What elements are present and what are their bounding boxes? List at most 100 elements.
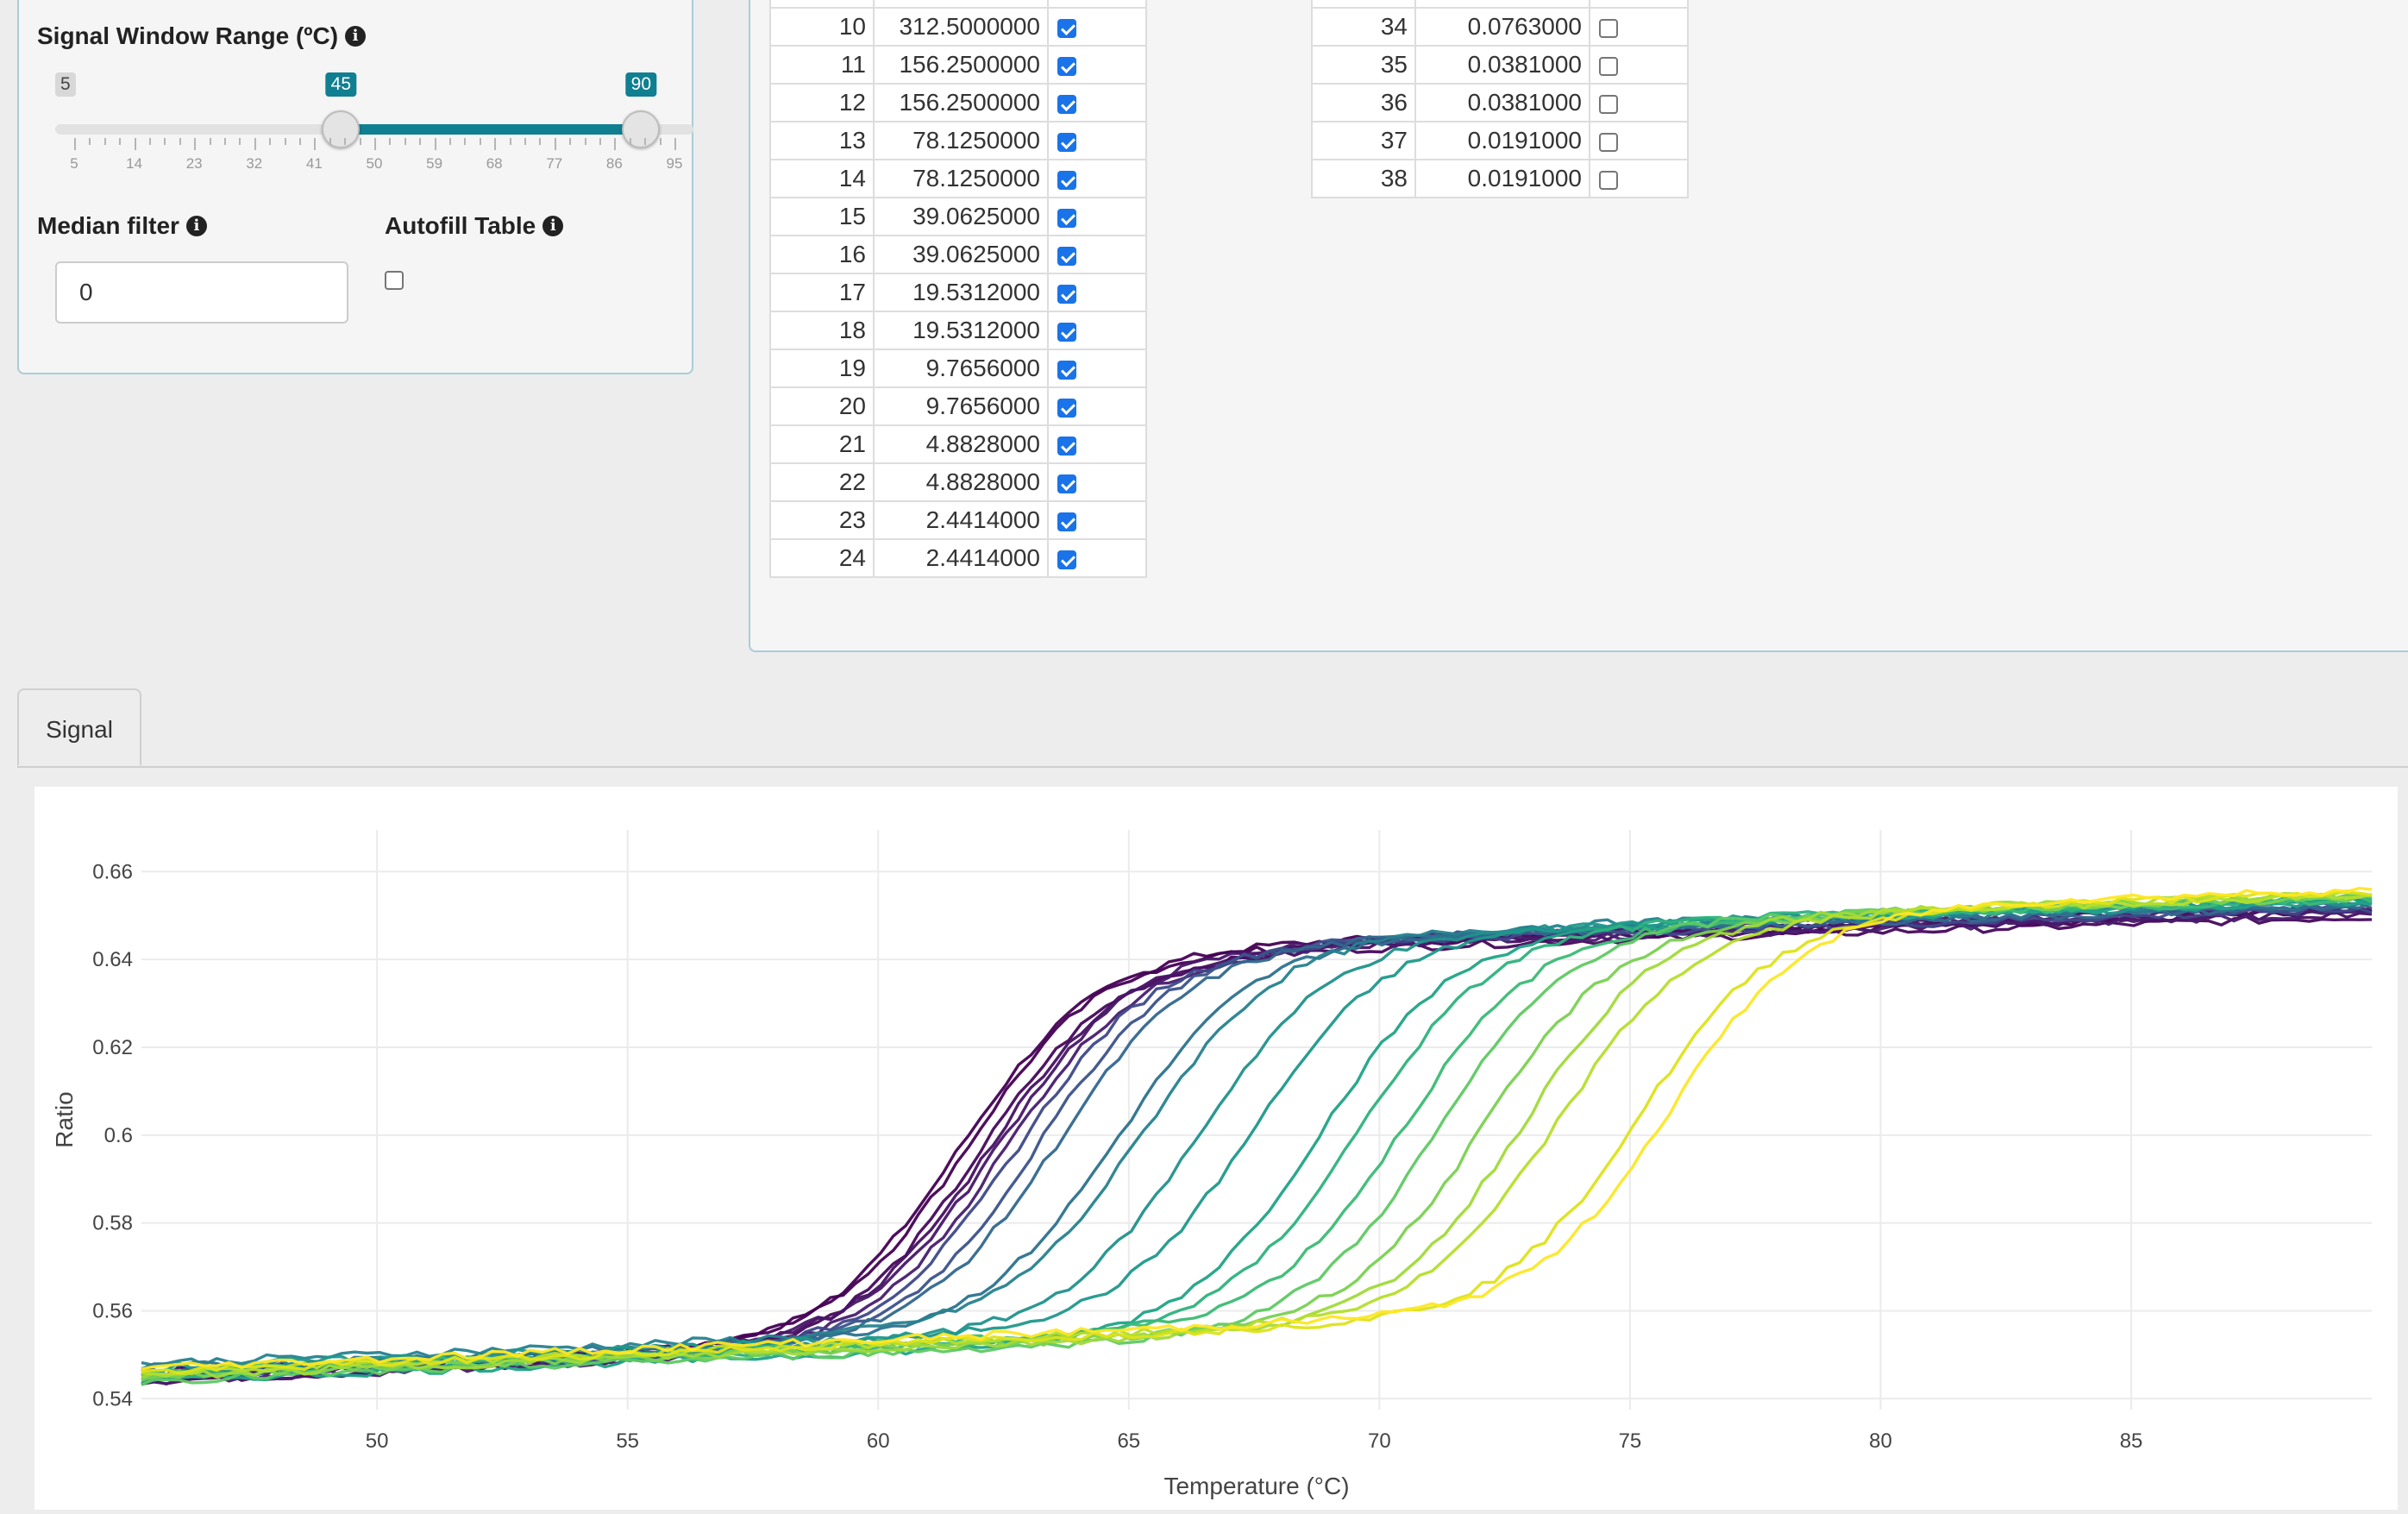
slider-minor-tick	[209, 138, 211, 145]
table-cell-value: 78.1250000	[873, 159, 1049, 198]
table-cell-select	[1047, 197, 1147, 236]
signal-window-range-slider[interactable]: 5 45 90 5 14 23 32 41 50 59 68 77 86 95	[55, 45, 693, 174]
table-cell-value: 19.5312000	[873, 273, 1049, 312]
signal-chart[interactable]: 50 55 60 65 70 75 80 85 0.54 0.56 0.58 0.6 0.62 0.64 0…	[34, 787, 2398, 1510]
slider-low-badge: 45	[325, 72, 357, 97]
table-cell-select	[1047, 45, 1147, 85]
slider-tick	[254, 138, 256, 150]
signal-chart-svg: 50 55 60 65 70 75 80 85 0.54 0.56 0.58 0.6 0.62 0.64 0…	[51, 830, 2373, 1499]
y-tick-label: 0.64	[92, 948, 133, 971]
table-row: 17 19.5312000	[769, 273, 1147, 312]
table-cell-select	[1589, 121, 1689, 160]
table-cell-select	[1589, 83, 1689, 123]
autofill-table-checkbox[interactable]	[385, 271, 404, 290]
slider-minor-tick	[299, 138, 301, 145]
table-cell-index	[1311, 0, 1416, 9]
slider-minor-tick	[449, 138, 451, 145]
slider-high-handle[interactable]	[622, 110, 661, 148]
slider-low-handle[interactable]	[322, 110, 361, 148]
row-checkbox[interactable]	[1599, 132, 1618, 152]
row-checkbox[interactable]	[1599, 94, 1618, 114]
concentration-table-left: 10 312.5000000 11 156.2500000 12 156.2500000 1…	[769, 0, 1147, 578]
row-checkbox[interactable]	[1599, 18, 1618, 38]
table-cell-value: 4.8828000	[873, 462, 1049, 502]
slider-tick-label: 14	[126, 155, 143, 172]
row-checkbox[interactable]	[1057, 170, 1076, 190]
median-filter-input[interactable]: 0	[55, 261, 348, 324]
slider-tick-label: 77	[546, 155, 563, 172]
table-cell-index: 12	[769, 83, 875, 123]
table-cell-select	[1047, 538, 1147, 578]
table-row: 10 312.5000000	[769, 7, 1147, 47]
table-cell-select	[1589, 0, 1689, 9]
row-checkbox[interactable]	[1057, 474, 1076, 493]
table-cell-index: 14	[769, 159, 875, 198]
table-cell-select	[1047, 0, 1147, 9]
table-cell-index: 13	[769, 121, 875, 160]
table-cell-index: 15	[769, 197, 875, 236]
table-cell-index: 38	[1311, 159, 1416, 198]
table-row: 24 2.4414000	[769, 538, 1147, 578]
table-cell-index: 34	[1311, 7, 1416, 47]
table-cell-select	[1047, 235, 1147, 274]
row-checkbox[interactable]	[1057, 550, 1076, 569]
table-cell-index: 16	[769, 235, 875, 274]
signal-window-range-label: Signal Window Range (ºC) i	[37, 22, 367, 50]
tab-bar: Signal	[17, 688, 2408, 768]
table-row: 14 78.1250000	[769, 159, 1147, 198]
series-line	[141, 895, 2373, 1374]
table-cell-value: 78.1250000	[873, 121, 1049, 160]
table-row: 38 0.0191000	[1311, 159, 1689, 198]
info-icon[interactable]: i	[345, 26, 367, 47]
series-line	[141, 905, 2373, 1377]
series-line	[141, 887, 2373, 1371]
table-cell-value: 0.0381000	[1414, 83, 1590, 123]
table-row: 18 19.5312000	[769, 311, 1147, 350]
slider-tick-label: 86	[605, 155, 623, 172]
slider-tick-label: 41	[305, 155, 323, 172]
slider-minor-tick	[644, 138, 647, 145]
slider-minor-tick	[344, 138, 347, 145]
table-row: 36 0.0381000	[1311, 83, 1689, 123]
table-cell-select	[1047, 349, 1147, 388]
table-cell-value: 2.4414000	[873, 500, 1049, 540]
slider-minor-tick	[629, 138, 631, 145]
table-cell-select	[1047, 121, 1147, 160]
table-row: 37 0.0191000	[1311, 121, 1689, 160]
slider-high-badge: 90	[625, 72, 657, 97]
x-tick-label: 65	[1117, 1429, 1140, 1453]
x-tick-label: 75	[1619, 1429, 1642, 1453]
tab-signal[interactable]: Signal	[17, 688, 141, 766]
table-cell-index: 20	[769, 386, 875, 426]
row-checkbox[interactable]	[1057, 18, 1076, 38]
slider-minor-tick	[224, 138, 226, 145]
row-checkbox[interactable]	[1599, 170, 1618, 190]
table-cell-select	[1047, 273, 1147, 312]
row-checkbox[interactable]	[1057, 132, 1076, 152]
concentration-table-right: 34 0.0763000 35 0.0381000 36 0.0381000 37 0.019…	[1311, 0, 1689, 198]
x-tick-label: 50	[366, 1429, 389, 1453]
row-checkbox[interactable]	[1057, 398, 1076, 418]
row-checkbox[interactable]	[1057, 322, 1076, 342]
info-icon[interactable]: i	[185, 216, 207, 236]
table-row	[1311, 0, 1689, 9]
row-checkbox[interactable]	[1599, 56, 1618, 76]
series-line	[141, 905, 2373, 1378]
row-checkbox[interactable]	[1057, 360, 1076, 380]
slider-minor-tick	[404, 138, 406, 145]
row-checkbox[interactable]	[1057, 94, 1076, 114]
series-line	[141, 895, 2373, 1373]
row-checkbox[interactable]	[1057, 284, 1076, 304]
row-checkbox[interactable]	[1057, 436, 1076, 455]
slider-tick	[674, 138, 676, 150]
row-checkbox[interactable]	[1057, 512, 1076, 531]
slider-tick	[134, 138, 136, 150]
row-checkbox[interactable]	[1057, 208, 1076, 228]
row-checkbox[interactable]	[1057, 56, 1076, 76]
table-cell-value: 0.0191000	[1414, 121, 1590, 160]
table-cell-value: 19.5312000	[873, 311, 1049, 350]
info-icon[interactable]: i	[542, 216, 564, 236]
table-cell-value	[873, 0, 1049, 9]
slider-tick	[194, 138, 197, 150]
row-checkbox[interactable]	[1057, 246, 1076, 266]
